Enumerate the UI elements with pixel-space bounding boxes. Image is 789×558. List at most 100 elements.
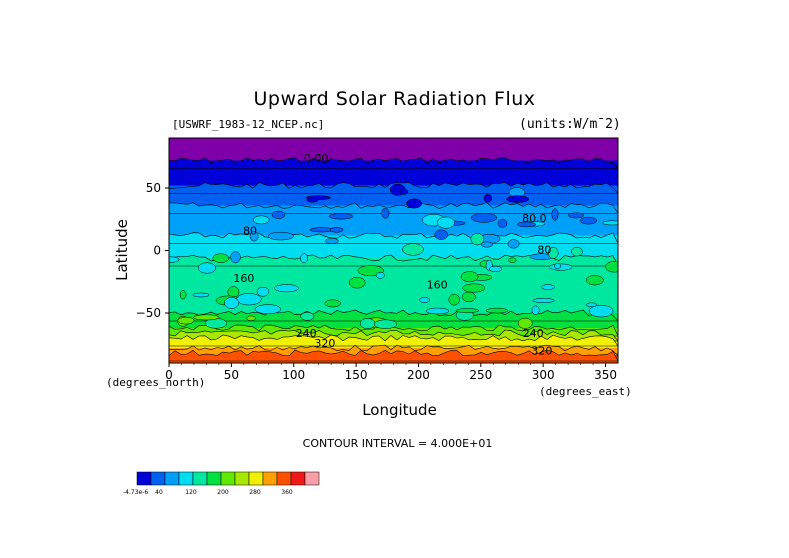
contour-cell [224, 297, 240, 309]
x-tick-label: 200 [407, 368, 430, 382]
contour-cell [541, 284, 555, 290]
contour-cell [531, 305, 540, 315]
y-tick-label: 0 [153, 244, 161, 258]
contour-cell [348, 276, 366, 289]
contour-cell [402, 243, 424, 256]
contour-label: 320 [314, 337, 335, 350]
contour-label: 240 [523, 327, 544, 340]
colorbar-cell [136, 471, 152, 486]
contour-cell [434, 229, 448, 240]
contour-cell [256, 286, 270, 297]
contour-cell [325, 238, 339, 244]
contour-cell [300, 312, 315, 321]
heatmap-features [169, 157, 618, 362]
x-axis-label: Longitude [362, 401, 437, 419]
contour-cell [483, 194, 493, 203]
x-tick-label: 100 [282, 368, 305, 382]
band-0 [169, 138, 618, 161]
y-axis-unit: (degrees_north) [106, 376, 206, 389]
contour-cell [461, 291, 476, 303]
contour-cell [267, 231, 294, 241]
y-axis: 50 0 −50 [136, 181, 169, 320]
contour-cell [470, 233, 485, 246]
contour-cell [506, 195, 529, 203]
contour-cell [436, 216, 455, 229]
contour-cell [212, 253, 230, 263]
contour-cell [551, 208, 559, 221]
colorbar-label: 40 [155, 489, 163, 496]
colorbar-cell [164, 471, 180, 486]
contour-cell [300, 253, 308, 264]
contour-cell [460, 271, 479, 283]
contour-edge-9 [169, 334, 618, 347]
contour-cell [271, 210, 286, 219]
contour-cell [602, 220, 618, 226]
y-tick-label: −50 [136, 306, 161, 320]
colorbar-cell [276, 471, 292, 486]
contour-cell [169, 256, 180, 263]
contour-cell [177, 316, 195, 325]
colorbar-cell [262, 471, 278, 486]
contour-cell [497, 218, 508, 228]
contour-cell [193, 314, 220, 321]
colorbar-cell [304, 471, 320, 486]
colorbar-label: 280 [249, 489, 261, 496]
contour-cell [230, 251, 241, 264]
contour-cell [480, 241, 493, 248]
contour-cell [360, 318, 376, 330]
contour-cell [567, 212, 584, 219]
contour-cell [192, 292, 210, 298]
contour-cell [252, 215, 270, 225]
contour-label: 0.00 [304, 152, 329, 165]
contour-cell [254, 304, 282, 315]
colorbar: -4.73e-6 40 120 200 280 360 [123, 471, 320, 496]
colorbar-cell [206, 471, 222, 486]
contour-cell [448, 293, 460, 306]
chart-title: Upward Solar Radiation Flux [253, 88, 536, 110]
contour-cell [532, 298, 555, 303]
contour-label: 160 [427, 278, 448, 291]
y-axis-label: Latitude [113, 219, 131, 281]
contour-interval: CONTOUR INTERVAL = 4.000E+01 [302, 437, 493, 450]
contour-cell [406, 198, 422, 209]
contour-cell [426, 307, 450, 315]
contour-cell [381, 207, 390, 219]
contour-cell [455, 308, 480, 313]
contour-cell [488, 265, 503, 272]
contour-cell [274, 284, 299, 293]
file-label: [USWRF_1983-12_NCEP.nc] [172, 118, 325, 131]
x-tick-label: 50 [224, 368, 239, 382]
contour-cell [517, 317, 533, 329]
contour-cell [462, 283, 486, 293]
x-tick-label: 150 [345, 368, 368, 382]
contour-cell [554, 262, 561, 270]
contour-cell [197, 262, 217, 274]
contour-cell [470, 212, 498, 223]
contour-cell [249, 231, 259, 242]
contour-cell [588, 304, 614, 318]
contour-label: 80 [243, 225, 257, 238]
x-tick-label: 250 [469, 368, 492, 382]
colorbar-cell [290, 471, 306, 486]
contour-cell [507, 239, 520, 249]
contour-edge-3 [169, 202, 618, 214]
x-axis: 0 50 100 150 200 250 300 350 [165, 363, 617, 382]
contour-label: 160 [233, 272, 254, 285]
contour-cell [579, 216, 598, 225]
contour-cell [399, 188, 409, 195]
y-tick-label: 50 [146, 181, 161, 195]
contour-cell [305, 195, 331, 200]
x-axis-unit: (degrees_east) [539, 385, 632, 398]
contour-cell [179, 290, 187, 300]
units-label: (units:W/m¯2) [519, 117, 621, 132]
x-tick-label: 300 [532, 368, 555, 382]
contour-cell [328, 213, 354, 220]
colorbar-cell [248, 471, 264, 486]
contour-edge-6 [169, 309, 618, 322]
contour-cell [585, 275, 604, 286]
colorbar-cell [220, 471, 236, 486]
contour-cell [547, 246, 559, 259]
contour-label: 80.0 [522, 212, 547, 225]
colorbar-cell [192, 471, 208, 486]
